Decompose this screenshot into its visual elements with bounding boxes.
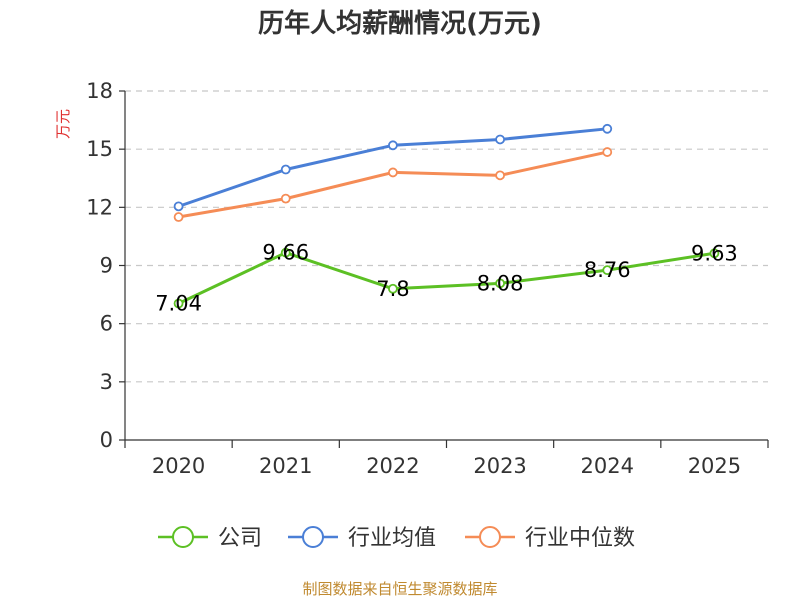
data-point	[173, 298, 184, 309]
y-tick-label: 12	[86, 195, 113, 219]
data-point	[495, 170, 505, 181]
x-tick-label: 2025	[688, 454, 741, 478]
data-label: 8.08	[477, 271, 524, 295]
data-labels: 7.04 9.66 7.8 8.08 8.76 9.63	[155, 241, 738, 316]
legend-marker	[302, 526, 324, 548]
data-point	[495, 134, 505, 145]
legend-label: 行业中位数	[525, 526, 635, 551]
y-tick-label: 18	[86, 79, 113, 103]
x-tick-label: 2022	[366, 454, 419, 478]
y-tick-label: 3	[100, 370, 113, 394]
y-tick-label: 0	[100, 428, 113, 452]
gridlines	[125, 90, 768, 383]
data-point	[280, 164, 291, 175]
data-point	[709, 248, 720, 259]
y-axis-label: 万元	[54, 109, 72, 139]
y-tick-label: 6	[100, 312, 113, 336]
data-label: 9.63	[691, 241, 738, 265]
axes: 0 3 6 9 12 15 18 2020 2021 2022 2023 2024 2025	[86, 79, 769, 478]
data-point	[602, 265, 613, 276]
data-point	[388, 167, 398, 178]
data-point	[602, 123, 613, 134]
x-tick-label: 2021	[259, 454, 312, 478]
data-point	[388, 140, 398, 151]
series-line-1	[177, 251, 715, 305]
legend-marker	[479, 526, 501, 548]
data-label: 9.66	[262, 241, 309, 265]
x-tick-label: 2020	[152, 454, 205, 478]
data-point	[388, 283, 398, 294]
data-label: 7.8	[376, 277, 409, 301]
legend-label: 公司	[218, 526, 262, 551]
y-tick-label: 9	[100, 254, 113, 278]
data-point	[280, 247, 291, 258]
series-group	[173, 123, 720, 309]
y-tick-label: 15	[86, 137, 113, 161]
data-point	[280, 193, 291, 204]
legend: 公司 行业均值 行业中位数	[158, 526, 635, 551]
source-note: 制图数据来自恒生聚源数据库	[302, 580, 497, 598]
data-point	[173, 201, 184, 212]
data-label: 7.04	[155, 292, 202, 316]
legend-marker	[172, 526, 194, 548]
data-point	[602, 147, 613, 157]
legend-label: 行业均值	[348, 526, 436, 551]
x-tick-label: 2024	[581, 454, 634, 478]
data-point	[495, 278, 505, 289]
chart-title: 历年人均薪酬情况(万元)	[258, 8, 542, 39]
x-tick-label: 2023	[473, 454, 526, 478]
data-point	[173, 212, 184, 222]
data-label: 8.76	[584, 258, 631, 282]
